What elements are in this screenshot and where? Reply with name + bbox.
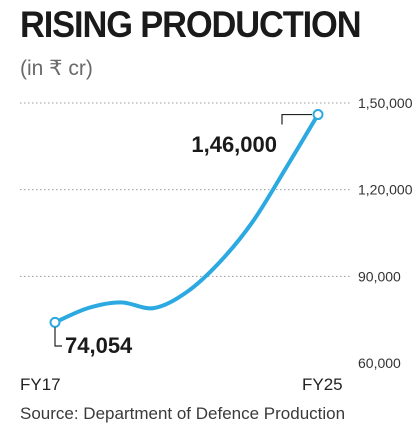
- chart-subtitle: (in ₹ cr): [20, 57, 93, 80]
- chart-title: RISING PRODUCTION: [20, 4, 362, 45]
- y-tick-label: 60,000: [358, 355, 401, 371]
- x-tick-label: FY17: [20, 375, 61, 394]
- x-tick-label: FY25: [302, 375, 343, 394]
- annotation-label: 1,46,000: [191, 132, 277, 157]
- series-line: [53, 112, 320, 325]
- annotation-label: 74,054: [65, 333, 133, 358]
- y-tick-label: 1,20,000: [358, 182, 413, 198]
- annotation-leader: [54, 327, 62, 347]
- data-point: [312, 109, 324, 121]
- annotation-leader: [281, 113, 312, 125]
- y-tick-label: 1,50,000: [358, 95, 413, 111]
- source-note: Source: Department of Defence Production: [20, 404, 346, 423]
- y-tick-label: 90,000: [358, 268, 401, 284]
- data-point: [49, 316, 61, 328]
